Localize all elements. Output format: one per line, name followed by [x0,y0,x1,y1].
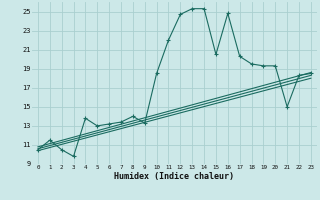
X-axis label: Humidex (Indice chaleur): Humidex (Indice chaleur) [115,172,234,181]
